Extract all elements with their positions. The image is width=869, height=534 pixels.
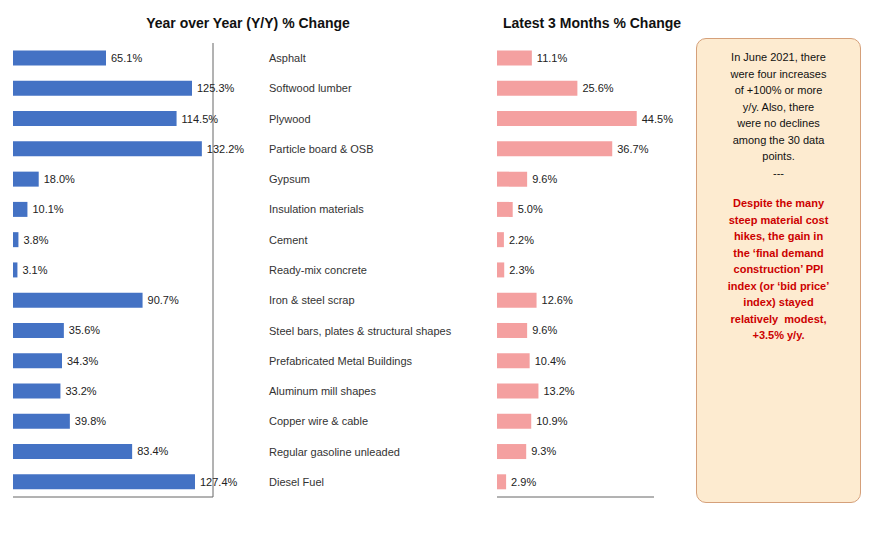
svg-text:Steel bars, plates & structura: Steel bars, plates & structural shapes [269, 325, 452, 337]
svg-text:39.8%: 39.8% [75, 415, 106, 427]
svg-text:44.5%: 44.5% [642, 113, 673, 125]
svg-text:34.3%: 34.3% [67, 355, 98, 367]
svg-text:Particle board & OSB: Particle board & OSB [269, 143, 374, 155]
svg-text:18.0%: 18.0% [44, 173, 75, 185]
svg-text:Prefabricated Metal Buildings: Prefabricated Metal Buildings [269, 355, 413, 367]
svg-text:114.5%: 114.5% [182, 113, 219, 125]
svg-text:127.4%: 127.4% [200, 476, 238, 488]
svg-text:10.9%: 10.9% [536, 415, 567, 427]
svg-text:Aluminum mill shapes: Aluminum mill shapes [269, 385, 376, 397]
svg-text:Copper wire & cable: Copper wire & cable [269, 415, 368, 427]
svg-text:Gypsum: Gypsum [269, 173, 310, 185]
svg-text:25.6%: 25.6% [582, 82, 613, 94]
svg-text:9.6%: 9.6% [532, 173, 557, 185]
html-text:Latest 3 Months % Change: Latest 3 Months % Change [502, 15, 682, 31]
html-text:Despite the many steep materia: Despite the many steep material cost hik… [727, 197, 830, 341]
svg-text:2.3%: 2.3% [509, 264, 534, 276]
svg-text:33.2%: 33.2% [65, 385, 96, 397]
svg-text:11.1%: 11.1% [537, 52, 568, 64]
svg-text:65.1%: 65.1% [111, 52, 142, 64]
svg-text:2.9%: 2.9% [511, 476, 536, 488]
html-text:In June 2021, there were four: In June 2021, there were four increases … [730, 51, 827, 179]
svg-text:35.6%: 35.6% [69, 324, 100, 336]
svg-text:Asphalt: Asphalt [269, 52, 306, 64]
svg-text:13.2%: 13.2% [543, 385, 574, 397]
svg-text:Insulation materials: Insulation materials [269, 203, 364, 215]
svg-text:10.4%: 10.4% [535, 355, 566, 367]
svg-text:3.1%: 3.1% [22, 264, 47, 276]
svg-text:10.1%: 10.1% [32, 203, 63, 215]
svg-text:Iron & steel scrap: Iron & steel scrap [269, 294, 355, 306]
svg-text:2.2%: 2.2% [509, 234, 534, 246]
html-text:Year over Year (Y/Y) % Change: Year over Year (Y/Y) % Change [146, 15, 350, 31]
svg-text:90.7%: 90.7% [148, 294, 179, 306]
svg-text:Softwood lumber: Softwood lumber [269, 82, 352, 94]
svg-text:36.7%: 36.7% [617, 143, 648, 155]
svg-text:Plywood: Plywood [269, 113, 311, 125]
svg-text:83.4%: 83.4% [137, 445, 168, 457]
svg-text:3.8%: 3.8% [23, 234, 48, 246]
svg-text:Diesel Fuel: Diesel Fuel [269, 476, 324, 488]
svg-text:9.3%: 9.3% [531, 445, 556, 457]
svg-text:Regular gasoline unleaded: Regular gasoline unleaded [269, 446, 400, 458]
svg-text:132.2%: 132.2% [207, 143, 245, 155]
svg-text:5.0%: 5.0% [518, 203, 543, 215]
svg-text:125.3%: 125.3% [197, 82, 235, 94]
svg-text:9.6%: 9.6% [532, 324, 557, 336]
svg-text:Cement: Cement [269, 234, 308, 246]
svg-text:Ready-mix concrete: Ready-mix concrete [269, 264, 367, 276]
svg-text:12.6%: 12.6% [542, 294, 573, 306]
